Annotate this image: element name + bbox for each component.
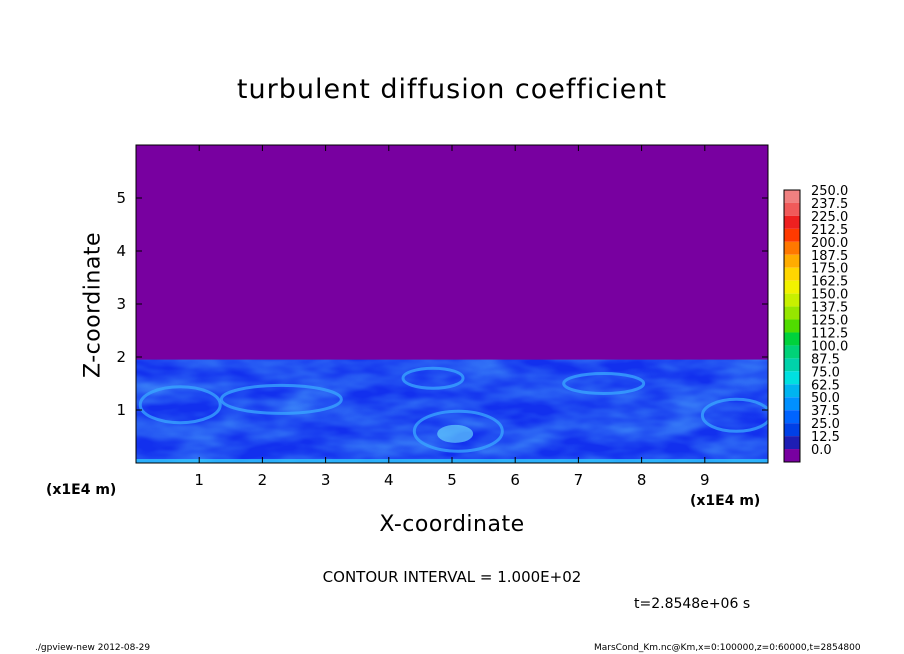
colorbar-label: 200.0 bbox=[811, 236, 848, 251]
eddy-highlight bbox=[219, 383, 343, 415]
colorbar-frame bbox=[783, 189, 801, 463]
colorbar-label: 62.5 bbox=[811, 378, 840, 393]
colorbar-swatch bbox=[784, 202, 800, 216]
colorbar-swatch bbox=[784, 345, 800, 359]
footer-right: MarsCond_Km.nc@Km,x=0:100000,z=0:60000,t… bbox=[594, 643, 861, 653]
colorbar-label: 187.5 bbox=[811, 249, 848, 264]
y-tick-label: 5 bbox=[116, 189, 126, 207]
colorbar-swatch bbox=[784, 358, 800, 372]
y-tick-label: 3 bbox=[116, 295, 126, 313]
x-unit-right: (x1E4 m) bbox=[690, 493, 761, 509]
colorbar-label: 150.0 bbox=[811, 288, 848, 303]
colorbar-label: 100.0 bbox=[811, 339, 848, 354]
colorbar-label: 125.0 bbox=[811, 314, 848, 329]
x-tick-label: 6 bbox=[510, 471, 520, 489]
colorbar-swatch bbox=[784, 228, 800, 242]
eddy-core bbox=[437, 424, 474, 443]
colorbar-swatch bbox=[784, 410, 800, 424]
colorbar-swatch bbox=[784, 371, 800, 385]
colorbar-swatch bbox=[784, 293, 800, 307]
colorbar-swatch bbox=[784, 436, 800, 450]
x-tick-label: 4 bbox=[384, 471, 394, 489]
colorbar-swatch bbox=[784, 190, 800, 203]
x-axis-label: X-coordinate bbox=[379, 512, 525, 537]
colorbar-label: 225.0 bbox=[811, 210, 848, 225]
chart-title: turbulent diffusion coefficient bbox=[236, 74, 668, 105]
colorbar-swatch bbox=[784, 280, 800, 294]
colorbar-label: 237.5 bbox=[811, 197, 848, 212]
colorbar-swatch bbox=[784, 397, 800, 411]
colorbar-swatch bbox=[784, 423, 800, 437]
eddy-highlight bbox=[412, 409, 504, 453]
colorbar-label: 250.0 bbox=[811, 184, 848, 199]
eddy-highlight bbox=[401, 366, 465, 390]
colorbar-label: 162.5 bbox=[811, 275, 848, 290]
eddy-highlight bbox=[562, 372, 646, 395]
colorbar-label: 137.5 bbox=[811, 301, 848, 316]
colorbar-swatch bbox=[784, 267, 800, 281]
colorbar-label: 25.0 bbox=[811, 417, 840, 432]
contour-interval: CONTOUR INTERVAL = 1.000E+02 bbox=[322, 568, 582, 586]
x-tick-label: 1 bbox=[194, 471, 204, 489]
colorbar-swatch bbox=[784, 215, 800, 229]
colorbar-label: 50.0 bbox=[811, 391, 840, 406]
time-stamp: t=2.8548e+06 s bbox=[634, 596, 751, 612]
colorbar-label: 87.5 bbox=[811, 352, 840, 367]
colorbar-label: 112.5 bbox=[811, 326, 848, 341]
eddy-highlight bbox=[700, 397, 768, 433]
colorbar-swatch bbox=[784, 449, 800, 462]
colorbar-label: 212.5 bbox=[811, 223, 848, 238]
colorbar-label: 0.0 bbox=[811, 443, 832, 458]
x-tick-label: 2 bbox=[258, 471, 268, 489]
colorbar-swatch bbox=[784, 319, 800, 333]
y-tick-label: 1 bbox=[116, 401, 126, 419]
colorbar-label: 37.5 bbox=[811, 404, 840, 419]
x-tick-label: 5 bbox=[447, 471, 457, 489]
footer-left: ./gpview-new 2012-08-29 bbox=[35, 643, 151, 653]
colorbar-swatch bbox=[784, 306, 800, 320]
y-axis-label: Z-coordinate bbox=[80, 232, 106, 378]
colorbar-swatch bbox=[784, 254, 800, 268]
y-tick-label: 4 bbox=[116, 242, 126, 260]
eddy-highlight bbox=[138, 385, 222, 425]
x-tick-label: 7 bbox=[574, 471, 584, 489]
x-tick-label: 3 bbox=[321, 471, 331, 489]
colorbar-swatch bbox=[784, 332, 800, 346]
colorbar-label: 12.5 bbox=[811, 430, 840, 445]
colorbar-label: 175.0 bbox=[811, 262, 848, 277]
colorbar-label: 75.0 bbox=[811, 365, 840, 380]
x-unit-left: (x1E4 m) bbox=[46, 482, 117, 498]
colorbar-swatch bbox=[784, 241, 800, 255]
colorbar-swatch bbox=[784, 384, 800, 398]
x-tick-label: 9 bbox=[700, 471, 710, 489]
y-tick-label: 2 bbox=[116, 348, 126, 366]
x-tick-label: 8 bbox=[637, 471, 647, 489]
